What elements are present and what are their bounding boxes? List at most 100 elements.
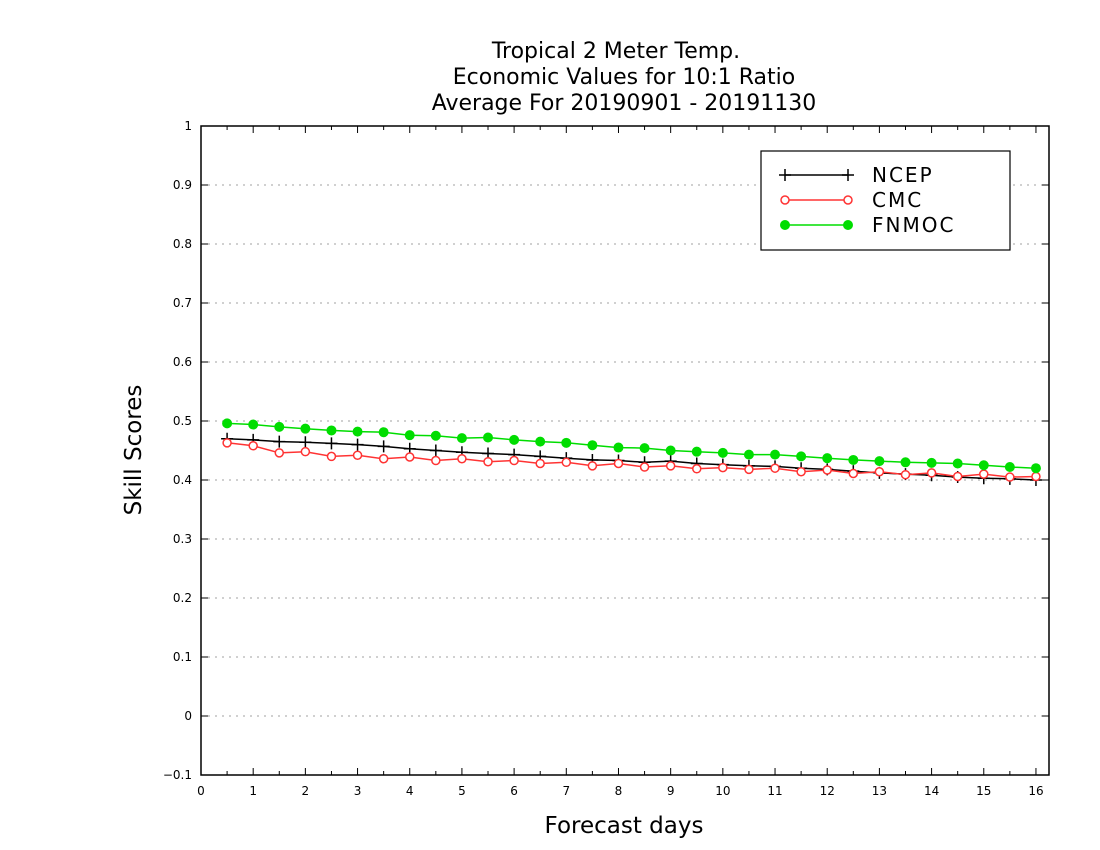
legend-marker-ncep <box>779 169 791 181</box>
data-point-fnmoc <box>691 446 702 457</box>
data-point-fnmoc <box>926 457 937 468</box>
data-point-fnmoc <box>352 426 363 437</box>
series-lines <box>221 418 1042 486</box>
data-point-fnmoc <box>587 440 598 451</box>
x-tick-label: 11 <box>767 784 782 798</box>
data-point-cmc <box>796 466 806 477</box>
data-point-fnmoc <box>300 423 311 434</box>
data-point-fnmoc <box>456 433 467 444</box>
x-tick-label: 16 <box>1028 784 1043 798</box>
data-point-ncep <box>429 444 442 457</box>
x-tick-label: 15 <box>976 784 991 798</box>
legend-label-ncep: NCEP <box>872 163 934 187</box>
legend-marker-fnmoc <box>843 220 853 230</box>
x-tick-label: 8 <box>615 784 623 798</box>
x-tick-label: 9 <box>667 784 675 798</box>
x-axis-ticks: 0 1 2 3 4 5 6 7 8 9 10 11 12 13 14 15 16 <box>197 126 1044 798</box>
y-tick-label: −0.1 <box>163 768 192 782</box>
data-point-fnmoc <box>1030 463 1041 474</box>
y-tick-label: 0.2 <box>173 591 192 605</box>
data-point-cmc <box>613 458 624 469</box>
data-point-fnmoc <box>535 436 546 447</box>
data-point-cmc <box>248 441 258 451</box>
data-point-fnmoc <box>483 432 494 443</box>
data-point-cmc <box>952 471 963 482</box>
data-point-cmc <box>874 466 885 477</box>
data-point-fnmoc <box>796 451 807 462</box>
data-point-fnmoc <box>978 460 989 471</box>
data-point-cmc <box>300 446 311 457</box>
y-tick-label: 0.9 <box>173 178 192 192</box>
data-point-ncep <box>273 435 286 448</box>
data-point-cmc <box>1005 472 1015 482</box>
data-point-fnmoc <box>848 454 859 465</box>
data-point-cmc <box>848 468 859 479</box>
data-point-cmc <box>326 451 337 462</box>
legend-marker-fnmoc <box>780 220 790 230</box>
y-tick-label: 0.5 <box>173 414 192 428</box>
data-point-ncep <box>351 438 364 451</box>
x-tick-label: 4 <box>406 784 414 798</box>
data-point-fnmoc <box>326 425 337 436</box>
data-point-cmc <box>900 469 911 480</box>
data-point-fnmoc <box>1004 462 1015 473</box>
data-point-cmc <box>535 458 545 469</box>
legend-label-fnmoc: FNMOC <box>872 213 955 237</box>
y-tick-label: 0.6 <box>173 355 192 369</box>
data-point-cmc <box>378 454 389 464</box>
legend-label-cmc: CMC <box>872 188 923 212</box>
data-point-fnmoc <box>509 434 520 445</box>
data-point-cmc <box>665 461 676 471</box>
chart-title: Tropical 2 Meter Temp. Economic Values f… <box>432 39 817 116</box>
data-point-cmc <box>1031 471 1041 482</box>
data-point-cmc <box>352 450 363 460</box>
data-point-cmc <box>770 463 780 473</box>
data-point-fnmoc <box>822 453 833 464</box>
y-tick-label: 0.4 <box>173 473 192 487</box>
data-point-fnmoc <box>248 419 259 430</box>
x-tick-label: 1 <box>249 784 257 798</box>
x-tick-label: 10 <box>715 784 730 798</box>
legend-marker-ncep <box>842 169 854 181</box>
data-point-cmc <box>979 469 989 479</box>
data-point-ncep <box>299 436 312 449</box>
data-point-fnmoc <box>404 430 415 441</box>
y-tick-label: 0 <box>184 709 192 723</box>
data-point-ncep <box>325 437 338 450</box>
x-tick-label: 14 <box>924 784 939 798</box>
data-point-fnmoc <box>952 458 963 469</box>
title-line-2: Economic Values for 10:1 Ratio <box>453 65 795 90</box>
data-point-cmc <box>457 454 467 464</box>
data-point-cmc <box>744 464 754 475</box>
legend-marker-cmc <box>780 195 790 205</box>
data-point-fnmoc <box>743 449 754 460</box>
title-line-3: Average For 20190901 - 20191130 <box>432 91 817 116</box>
data-point-cmc <box>404 452 415 462</box>
x-tick-label: 3 <box>354 784 362 798</box>
data-point-cmc <box>692 464 702 474</box>
y-axis-ticks: −0.1 0 0.1 0.2 0.3 0.4 0.5 0.6 0.7 0.8 0.9 1 <box>163 119 1049 782</box>
data-point-fnmoc <box>717 447 728 458</box>
y-tick-label: 1 <box>184 119 192 133</box>
data-point-cmc <box>926 468 937 478</box>
series-cmc <box>222 438 1041 482</box>
data-point-cmc <box>822 465 832 475</box>
data-point-fnmoc <box>274 421 285 432</box>
x-tick-label: 6 <box>510 784 518 798</box>
data-point-fnmoc <box>613 442 624 453</box>
data-point-fnmoc <box>561 437 572 448</box>
data-point-cmc <box>483 456 493 467</box>
data-point-cmc <box>431 455 441 466</box>
legend-marker-cmc <box>843 195 853 205</box>
x-tick-label: 5 <box>458 784 466 798</box>
y-tick-label: 0.1 <box>173 650 192 664</box>
title-line-1: Tropical 2 Meter Temp. <box>491 39 740 64</box>
data-point-cmc <box>561 457 572 468</box>
x-axis-label: Forecast days <box>545 813 704 839</box>
data-point-ncep <box>377 440 390 453</box>
data-point-fnmoc <box>665 445 676 456</box>
data-point-fnmoc <box>222 418 233 429</box>
data-point-fnmoc <box>430 430 441 441</box>
